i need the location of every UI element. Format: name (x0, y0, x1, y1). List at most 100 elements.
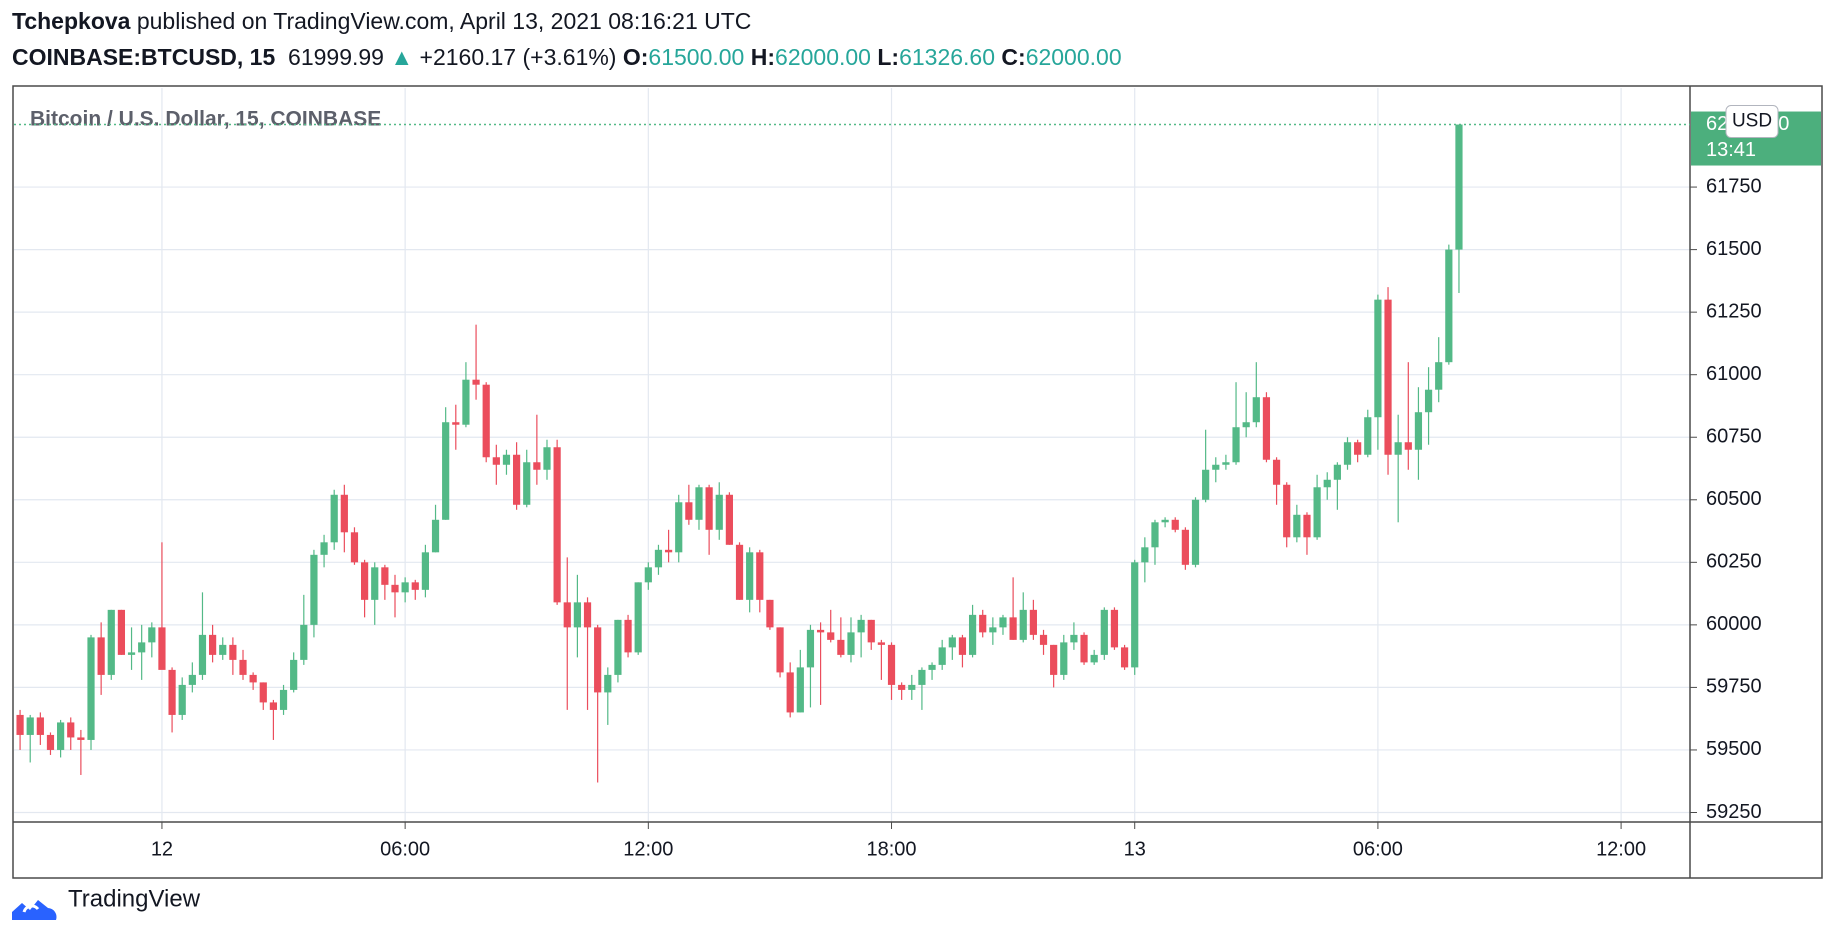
candle-body (502, 454, 511, 465)
candle-body (168, 669, 176, 715)
candle-body (1181, 529, 1189, 565)
currency-label: USD (1732, 111, 1772, 132)
candle-body (1343, 442, 1352, 465)
candle-body (979, 614, 987, 633)
y-tick-label: 60500 (1706, 488, 1762, 510)
candle-body (411, 582, 419, 590)
candle-body (442, 422, 450, 520)
candle-body (877, 642, 885, 645)
candle-body (1242, 422, 1250, 428)
candle-body (97, 637, 105, 675)
ohlc-value: 61326.60 (899, 44, 996, 70)
ohlc-key: L: (877, 44, 900, 70)
candle-body (573, 602, 581, 628)
candle-body (1414, 412, 1423, 450)
publish-line: Tchepkova published on TradingView.com, … (12, 8, 751, 35)
chart-border (12, 85, 1823, 879)
candle-body (1080, 634, 1088, 663)
candle-body (209, 634, 217, 655)
candle-body (806, 629, 815, 668)
footer-logo (12, 900, 57, 920)
candle-body (705, 487, 713, 530)
candle-body (1131, 562, 1139, 668)
candle-body (117, 609, 126, 655)
candle-body (1151, 522, 1159, 548)
candle-body (725, 494, 733, 545)
currency-button (1725, 105, 1779, 139)
candle-body (46, 734, 55, 750)
candle-body (553, 447, 561, 603)
y-tick-label: 60000 (1706, 613, 1762, 635)
candle-body (107, 609, 115, 675)
candle-body (57, 722, 65, 750)
candle-body (715, 494, 723, 530)
candle-body (127, 652, 136, 655)
candle-body (654, 549, 663, 568)
candle-body (1222, 462, 1230, 465)
candle-body (594, 627, 602, 693)
candle-body (340, 494, 348, 533)
x-tick-label: 12:00 (1596, 838, 1646, 860)
candle-body (482, 384, 490, 458)
change: +2160.17 (+3.61%) (419, 44, 617, 70)
candle-body (1110, 609, 1119, 648)
candle-body (279, 689, 288, 710)
candle-body (958, 637, 967, 655)
candle-body (1313, 487, 1321, 538)
candle-body (1202, 469, 1210, 500)
candle-body (543, 447, 551, 470)
candle-body (1303, 514, 1311, 538)
candle-body (685, 502, 693, 520)
y-tick-label: 59250 (1706, 801, 1762, 823)
candle-body (158, 627, 166, 670)
candle-body (1445, 249, 1453, 363)
candle-body (614, 619, 622, 675)
candle-body (1384, 299, 1392, 455)
logo-shape (12, 900, 57, 920)
candle-body (350, 532, 359, 563)
candle-body (431, 519, 440, 553)
candle-body (1060, 642, 1068, 675)
candle-body (857, 619, 865, 633)
x-tick-label: 18:00 (866, 838, 916, 860)
y-tick-label: 61000 (1706, 363, 1762, 385)
x-tick-label: 13 (1124, 838, 1146, 860)
candle-body (523, 462, 531, 505)
candle-body (1171, 519, 1179, 530)
candle-body (452, 422, 460, 425)
y-tick-label: 60750 (1706, 426, 1762, 448)
candle-body (462, 379, 470, 425)
candle-body (138, 642, 146, 653)
candle-body (361, 562, 369, 600)
author: Tchepkova (12, 8, 131, 34)
candle-body (938, 647, 946, 665)
candle-body (624, 619, 632, 653)
candle-body (948, 637, 956, 648)
candle-body (1323, 479, 1331, 488)
candle-body (1039, 634, 1048, 645)
candle-body (310, 554, 318, 625)
footer-brand: TradingView (68, 885, 201, 912)
candle-body (776, 627, 784, 673)
ohlc-value: 61500.00 (648, 44, 745, 70)
legend: Bitcoin / U.S. Dollar, 15, COINBASE (30, 108, 381, 131)
ohlc-value: 62000.00 (775, 44, 871, 70)
candle-body (634, 582, 642, 653)
candle-body (1120, 647, 1129, 668)
y-tick-label: 61250 (1706, 300, 1762, 322)
candle-body (887, 644, 896, 685)
candle-body (1029, 609, 1037, 635)
candle-body (786, 672, 794, 713)
candle-body (269, 702, 278, 710)
candle-body (796, 667, 804, 713)
candle-body (239, 659, 247, 675)
candle-body (87, 637, 95, 740)
candle-body (1455, 124, 1463, 250)
candle-body (827, 632, 835, 640)
symbol-line: COINBASE:BTCUSD, 15 61999.99 ▲ +2160.17 … (12, 44, 1122, 71)
candle-body (492, 457, 500, 465)
candle-body (1232, 427, 1240, 463)
x-tick-label: 12:00 (623, 838, 673, 860)
